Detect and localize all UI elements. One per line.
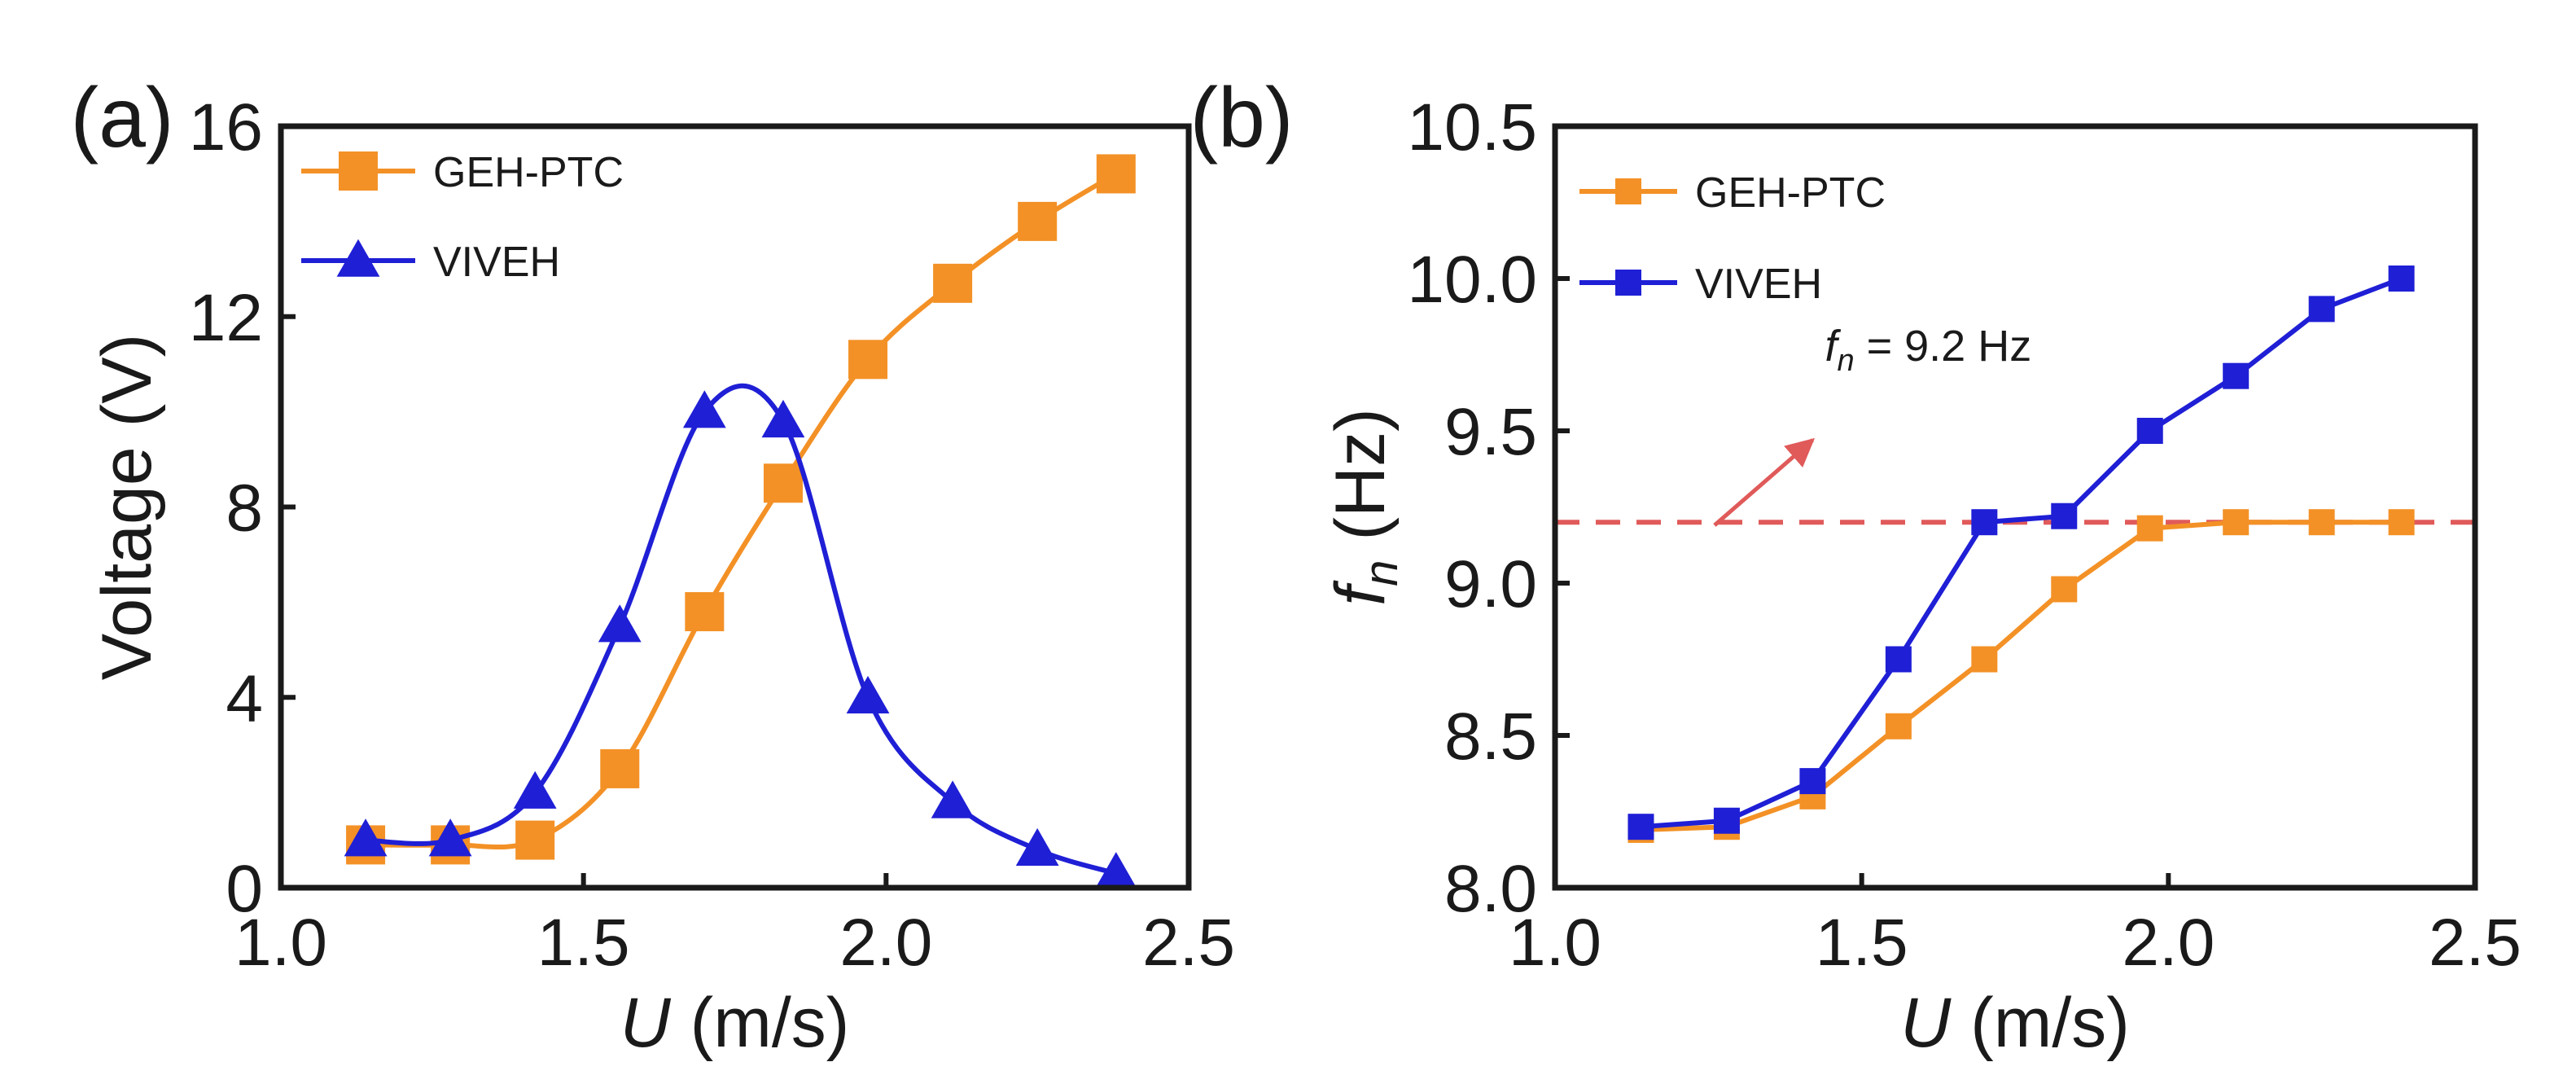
annotation-sub: n xyxy=(1837,344,1854,378)
data-point-geh-ptc-2 xyxy=(515,820,555,860)
y-axis-title: fn (Hz) xyxy=(1321,408,1408,605)
panel-label: (b) xyxy=(1189,71,1293,165)
x-tick-label: 1.0 xyxy=(234,906,327,980)
y-tick-label: 0 xyxy=(226,852,263,926)
x-tick-label: 1.5 xyxy=(1816,906,1908,980)
x-tick-label: 1.0 xyxy=(1509,906,1601,980)
data-point-geh-ptc-9 xyxy=(2388,509,2415,536)
data-point-viveh-2 xyxy=(1799,768,1826,795)
x-axis-title-var: U xyxy=(1900,984,1952,1062)
x-axis-title-unit: (m/s) xyxy=(671,984,850,1062)
data-point-viveh-3 xyxy=(1885,646,1912,673)
data-point-viveh-5 xyxy=(2051,503,2078,529)
data-point-viveh-0 xyxy=(344,818,388,857)
y-tick-label: 9.0 xyxy=(1444,547,1537,621)
data-point-geh-ptc-6 xyxy=(848,340,888,380)
legend-marker xyxy=(1615,270,1641,296)
data-point-viveh-1 xyxy=(1713,807,1740,834)
data-point-geh-ptc-3 xyxy=(600,748,640,788)
data-point-geh-ptc-7 xyxy=(933,263,973,303)
data-point-viveh-8 xyxy=(1015,827,1059,867)
legend-label: VIVEH xyxy=(1695,261,1822,308)
data-point-viveh-4 xyxy=(1971,509,1998,536)
annotation-arrow xyxy=(1713,437,1816,527)
data-point-viveh-0 xyxy=(1628,814,1654,840)
data-point-viveh-1 xyxy=(428,818,472,857)
x-axis-title: U (m/s) xyxy=(1900,984,2130,1062)
data-point-viveh-8 xyxy=(2308,296,2335,323)
data-point-viveh-9 xyxy=(2388,266,2415,292)
series-line-viveh xyxy=(366,383,1117,876)
data-point-geh-ptc-4 xyxy=(1971,646,1998,673)
data-point-geh-ptc-5 xyxy=(763,463,803,503)
x-tick-label: 1.5 xyxy=(537,906,630,980)
x-axis-title-unit: (m/s) xyxy=(1951,984,2130,1062)
annotation-value: = 9.2 Hz xyxy=(1855,322,2032,371)
data-point-geh-ptc-5 xyxy=(2051,576,2078,603)
legend-item-viveh: VIVEH xyxy=(301,239,560,286)
x-tick-label: 2.5 xyxy=(1142,906,1235,980)
data-point-viveh-4 xyxy=(682,390,726,428)
data-point-viveh-2 xyxy=(513,770,557,809)
y-tick-label: 10.0 xyxy=(1407,243,1537,317)
annotation-var: f xyxy=(1825,322,1841,371)
legend-label: GEH-PTC xyxy=(433,149,624,196)
legend-marker xyxy=(336,239,380,277)
series-line-geh-ptc xyxy=(1641,520,2402,832)
y-tick-label: 10.5 xyxy=(1407,90,1537,165)
x-tick-label: 2.0 xyxy=(2122,906,2215,980)
y-axis-title-sub: n xyxy=(1355,560,1408,586)
data-point-geh-ptc-8 xyxy=(2308,509,2335,536)
data-point-geh-ptc-9 xyxy=(1096,154,1136,194)
x-axis-title: U (m/s) xyxy=(620,984,850,1062)
y-tick-label: 8 xyxy=(226,472,263,546)
y-axis-title-unit: (Hz) xyxy=(1321,408,1400,560)
data-point-geh-ptc-3 xyxy=(1885,713,1912,739)
legend-item-viveh: VIVEH xyxy=(1579,261,1822,308)
data-point-viveh-3 xyxy=(598,604,642,643)
panel-label: (a) xyxy=(70,71,173,165)
data-point-viveh-6 xyxy=(2136,418,2163,444)
y-tick-label: 4 xyxy=(226,661,263,735)
data-point-viveh-9 xyxy=(1094,852,1138,890)
y-tick-label: 8.0 xyxy=(1444,852,1537,926)
legend-marker xyxy=(339,151,378,191)
data-point-viveh-5 xyxy=(761,399,805,438)
data-point-geh-ptc-7 xyxy=(2223,509,2250,536)
data-point-viveh-6 xyxy=(846,675,890,714)
data-point-viveh-7 xyxy=(2223,362,2250,389)
chart-panel-a: (a) 1.0 1.5 2.0 2.5 0 4 8 12 16 U (m/s) Voltage (V)… xyxy=(70,71,1235,1062)
legend-label: VIVEH xyxy=(433,239,560,286)
data-point-geh-ptc-6 xyxy=(2136,515,2163,542)
series-line-viveh xyxy=(1641,276,2403,830)
legend-item-geh-ptc: GEH-PTC xyxy=(301,149,624,196)
legend-item-geh-ptc: GEH-PTC xyxy=(1579,169,1886,217)
x-tick-label: 2.5 xyxy=(2429,906,2521,980)
chart-panel-b: (b) 1.0 1.5 2.0 2.5 8.0 8.5 9.0 9.5 10.0 10.5 U (m/… xyxy=(1189,71,2521,1062)
annotation-label: fn = 9.2 Hz xyxy=(1825,322,2031,378)
y-tick-label: 16 xyxy=(189,90,263,165)
y-tick-label: 8.5 xyxy=(1444,700,1537,774)
x-tick-label: 2.0 xyxy=(839,906,932,980)
y-tick-label: 12 xyxy=(189,281,263,355)
data-point-viveh-7 xyxy=(931,780,975,818)
series-line-geh-ptc xyxy=(366,171,1118,850)
y-axis-title: Voltage (V) xyxy=(88,334,166,680)
x-axis-title-var: U xyxy=(620,984,672,1062)
plot-frame xyxy=(1552,123,2478,891)
data-point-geh-ptc-4 xyxy=(685,592,725,632)
legend-marker xyxy=(1615,178,1641,204)
data-point-geh-ptc-8 xyxy=(1018,201,1058,241)
y-tick-label: 9.5 xyxy=(1444,395,1537,469)
legend-label: GEH-PTC xyxy=(1695,169,1886,217)
